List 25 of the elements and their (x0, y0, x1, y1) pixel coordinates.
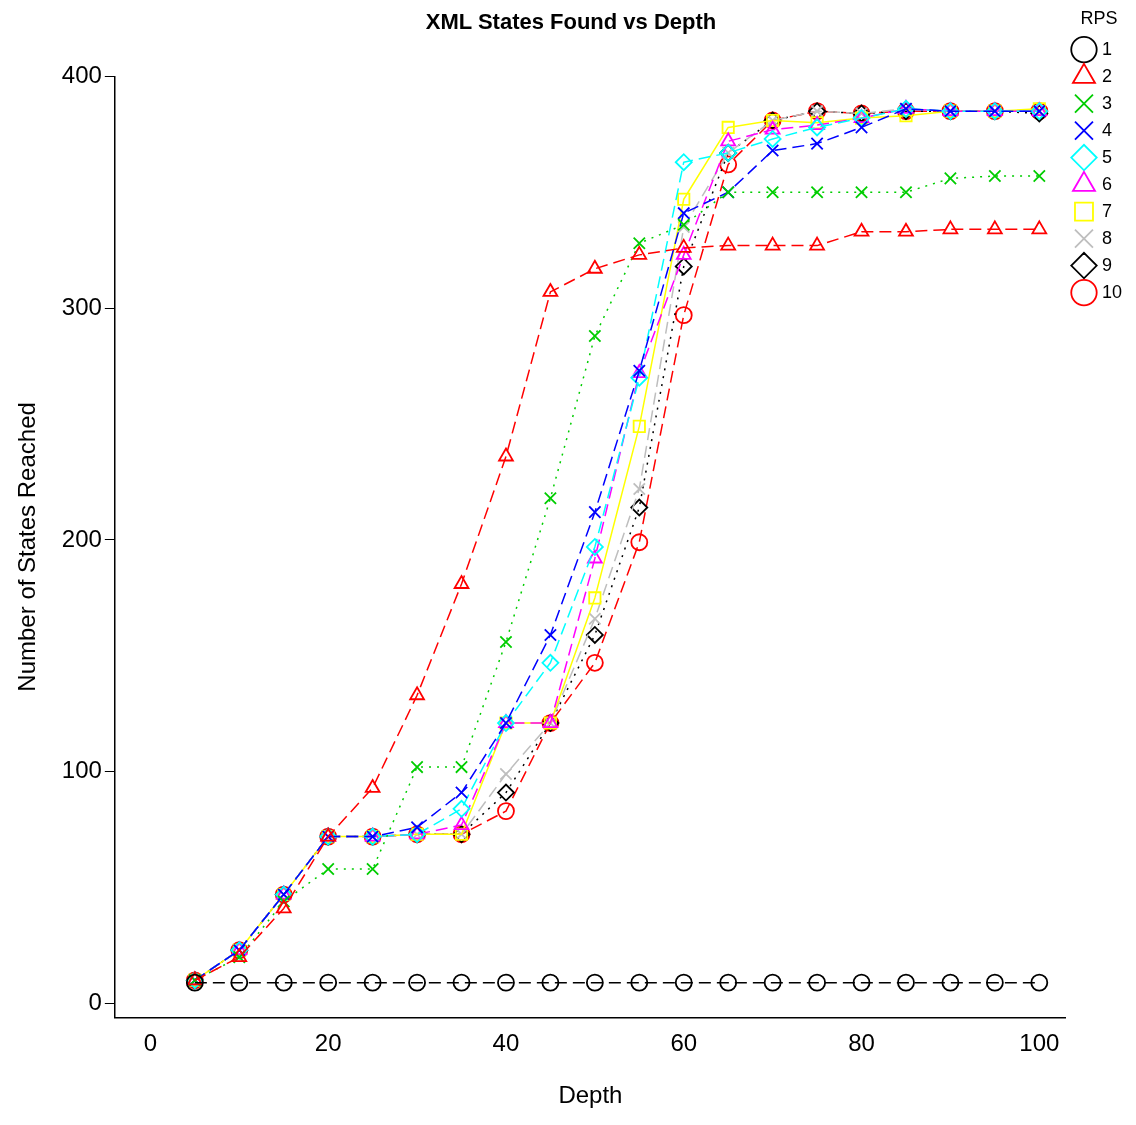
legend-label: 3 (1101, 92, 1112, 113)
y-tick-label: 100 (61, 756, 102, 784)
x-tick-label: 100 (1019, 1029, 1060, 1057)
x-tick-label: 80 (848, 1029, 875, 1057)
legend-label: 2 (1101, 65, 1112, 86)
legend-label: 4 (1101, 119, 1112, 140)
y-tick-label: 300 (61, 292, 102, 320)
legend-label: 6 (1101, 173, 1112, 194)
x-tick-label: 40 (492, 1029, 520, 1057)
y-axis-title: Number of States Reached (13, 402, 41, 692)
legend-label: 1 (1101, 38, 1112, 59)
x-tick-label: 0 (143, 1029, 158, 1057)
legend-label: 9 (1101, 254, 1112, 275)
y-tick-label: 200 (61, 524, 102, 552)
legend-label: 7 (1101, 200, 1112, 221)
y-tick-label: 0 (88, 988, 102, 1016)
legend-title: RPS (1080, 7, 1118, 28)
x-tick-label: 60 (670, 1029, 698, 1057)
chart-title: XML States Found vs Depth (425, 9, 717, 35)
legend-label: 5 (1101, 146, 1112, 167)
legend-label: 8 (1101, 227, 1112, 248)
x-axis-title: Depth (558, 1081, 623, 1109)
x-tick-label: 20 (314, 1029, 342, 1057)
legend-label: 10 (1101, 281, 1123, 302)
y-tick-label: 400 (61, 61, 102, 89)
